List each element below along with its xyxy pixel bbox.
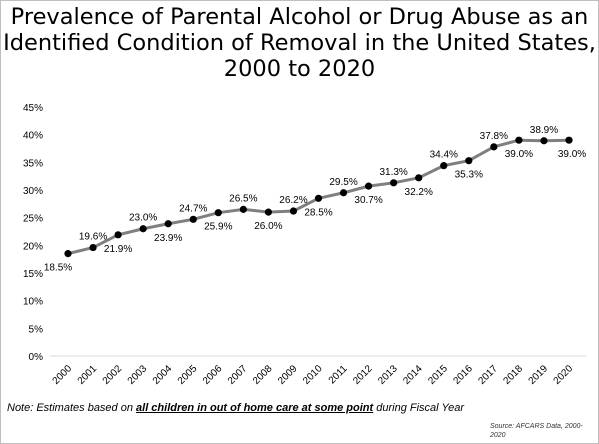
data-point: [540, 137, 548, 145]
data-label: 19.6%: [79, 232, 107, 243]
data-label: 26.5%: [229, 193, 257, 204]
data-point: [565, 136, 573, 144]
y-tick-label: 35%: [23, 158, 43, 169]
data-label: 28.5%: [304, 207, 332, 218]
data-point: [189, 215, 197, 223]
x-tick-label: 2011: [327, 363, 350, 386]
data-label: 34.4%: [430, 150, 458, 161]
footnote: Note: Estimates based on all children in…: [7, 401, 477, 416]
data-point: [465, 157, 473, 165]
chart-title: Prevalence of Parental Alcohol or Drug A…: [1, 4, 598, 82]
y-tick-label: 25%: [23, 214, 43, 225]
data-label: 26.0%: [254, 221, 282, 232]
y-tick-label: 15%: [23, 269, 43, 280]
x-tick-label: 2012: [351, 363, 375, 387]
data-point: [139, 225, 147, 233]
footnote-suffix: during Fiscal Year: [373, 402, 465, 414]
x-tick-label: 2001: [76, 363, 100, 387]
y-tick-label: 20%: [23, 241, 43, 252]
data-point: [264, 208, 272, 216]
x-tick-label: 2020: [552, 363, 576, 387]
data-point: [289, 207, 298, 215]
y-tick-label: 5%: [29, 324, 44, 335]
data-label: 39.0%: [558, 149, 586, 160]
data-label: 32.2%: [405, 187, 433, 198]
x-tick-label: 2017: [476, 363, 500, 387]
x-tick-label: 2015: [426, 363, 450, 387]
x-tick-label: 2007: [226, 363, 250, 387]
x-tick-label: 2000: [51, 363, 75, 387]
data-label: 25.9%: [204, 222, 232, 233]
x-tick-label: 2014: [401, 363, 425, 387]
data-point: [415, 174, 423, 182]
data-point: [114, 231, 122, 239]
data-label: 39.0%: [505, 149, 533, 160]
data-label: 29.5%: [329, 177, 357, 188]
data-label: 23.0%: [129, 213, 157, 224]
x-tick-label: 2008: [251, 363, 275, 387]
x-tick-label: 2019: [527, 363, 551, 387]
x-tick-label: 2016: [451, 363, 475, 387]
data-label: 26.2%: [279, 195, 307, 206]
data-point: [239, 205, 247, 213]
data-point: [89, 243, 97, 252]
x-tick-label: 2003: [126, 363, 150, 387]
x-tick-label: 2010: [301, 363, 325, 387]
data-label: 24.7%: [179, 203, 207, 214]
data-point: [390, 179, 398, 187]
data-point: [365, 182, 373, 190]
data-label: 30.7%: [354, 195, 382, 206]
y-tick-label: 40%: [23, 131, 43, 142]
data-label: 38.9%: [530, 125, 558, 136]
y-tick-label: 45%: [23, 103, 43, 114]
source-note: Source: AFCARS Data, 2000-2020: [490, 423, 583, 439]
data-point: [64, 250, 72, 258]
chart-title-line-2: Identified Condition of Removal in the U…: [3, 30, 596, 56]
y-tick-label: 10%: [23, 297, 43, 308]
x-tick-label: 2009: [276, 363, 300, 387]
data-point: [440, 162, 448, 170]
data-label: 21.9%: [104, 244, 132, 255]
chart-title-line-1: Prevalence of Parental Alcohol or Drug A…: [10, 4, 589, 30]
x-tick-label: 2004: [151, 363, 175, 387]
y-tick-label: 30%: [23, 186, 43, 197]
y-tick-label: 0%: [29, 352, 44, 363]
data-label: 31.3%: [379, 167, 407, 178]
x-tick-label: 2002: [101, 363, 125, 387]
data-label: 35.3%: [455, 170, 483, 181]
data-label: 23.9%: [154, 233, 182, 244]
footnote-emphasis: all children in out of home care at some…: [136, 402, 374, 414]
data-point: [164, 220, 172, 228]
x-tick-label: 2018: [502, 363, 526, 387]
data-point: [314, 194, 323, 202]
data-label: 37.8%: [480, 131, 508, 142]
data-point: [214, 209, 222, 217]
data-label: 18.5%: [44, 263, 72, 274]
data-point: [490, 143, 498, 151]
chart-title-line-3: 2000 to 2020: [223, 56, 376, 82]
data-point: [339, 189, 348, 197]
x-tick-label: 2005: [176, 363, 200, 387]
x-tick-label: 2013: [376, 363, 400, 387]
footnote-prefix: Note: Estimates based on: [7, 402, 137, 414]
x-tick-label: 2006: [201, 363, 225, 387]
data-point: [515, 136, 523, 144]
